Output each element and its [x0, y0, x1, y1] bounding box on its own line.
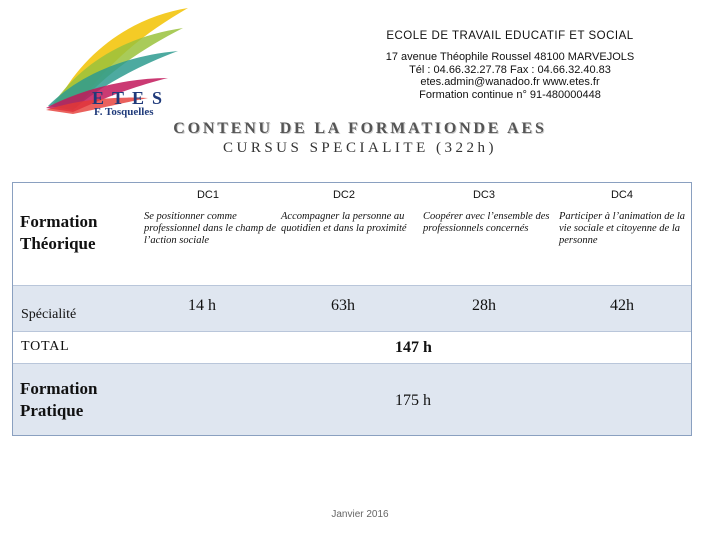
row-divider: [13, 363, 691, 364]
organization-header: ECOLE DE TRAVAIL EDUCATIF ET SOCIAL 17 a…: [340, 30, 680, 101]
organization-phone: Tél : 04.66.32.27.78 Fax : 04.66.32.40.8…: [409, 63, 611, 76]
header-dc4: DC4: [610, 189, 633, 201]
etes-logo: [28, 6, 218, 118]
logo-swoosh-graphic: [46, 8, 188, 114]
total-value: 147 h: [395, 339, 432, 356]
logo-title: ETES: [92, 88, 171, 108]
description-dc2: Accompagner la personne au quotidien et …: [281, 211, 407, 234]
total-label: TOTAL: [21, 339, 70, 354]
specialite-hours-dc4: 42h: [610, 297, 634, 314]
specialite-hours-dc2: 63h: [331, 297, 355, 314]
organization-web: etes.admin@wanadoo.fr www.etes.fr: [420, 76, 600, 88]
organization-address: 17 avenue Théophile Roussel 48100 MARVEJ…: [385, 51, 635, 63]
description-dc3: Coopérer avec l’ensemble des professionn…: [423, 211, 550, 234]
logo-subtitle: F. Tosquelles: [94, 106, 154, 118]
organization-formation-number: Formation continue n° 91-480000448: [419, 88, 601, 101]
pratique-value: 175 h: [395, 392, 431, 409]
description-dc1: Se positionner comme professionnel dans …: [144, 211, 277, 246]
specialite-hours-dc1: 14 h: [188, 297, 216, 314]
page-title: CONTENU DE LA FORMATIONDE AES: [173, 120, 547, 137]
footer-date: Janvier 2016: [331, 509, 389, 520]
header-dc1: DC1: [196, 189, 219, 201]
specialite-hours-dc3: 28h: [472, 297, 496, 314]
row-divider: [13, 331, 691, 332]
header-dc3: DC3: [472, 189, 495, 201]
page-subtitle: CURSUS SPECIALITE (322h): [222, 140, 497, 156]
header-band: [13, 183, 691, 285]
header-dc2: DC2: [332, 189, 355, 201]
total-band: [13, 331, 691, 363]
formation-pratique-label: Formation Pratique: [20, 379, 98, 420]
row-divider: [13, 285, 691, 286]
formation-theorique-label: Formation Théorique: [20, 212, 98, 253]
organization-name: ECOLE DE TRAVAIL EDUCATIF ET SOCIAL: [386, 30, 634, 42]
formation-table: DC1 DC2 DC3 DC4 Formation Théorique Se p…: [12, 182, 692, 436]
specialite-label: Spécialité: [21, 307, 77, 322]
description-dc4: Participer à l’animation de la vie socia…: [559, 211, 685, 246]
